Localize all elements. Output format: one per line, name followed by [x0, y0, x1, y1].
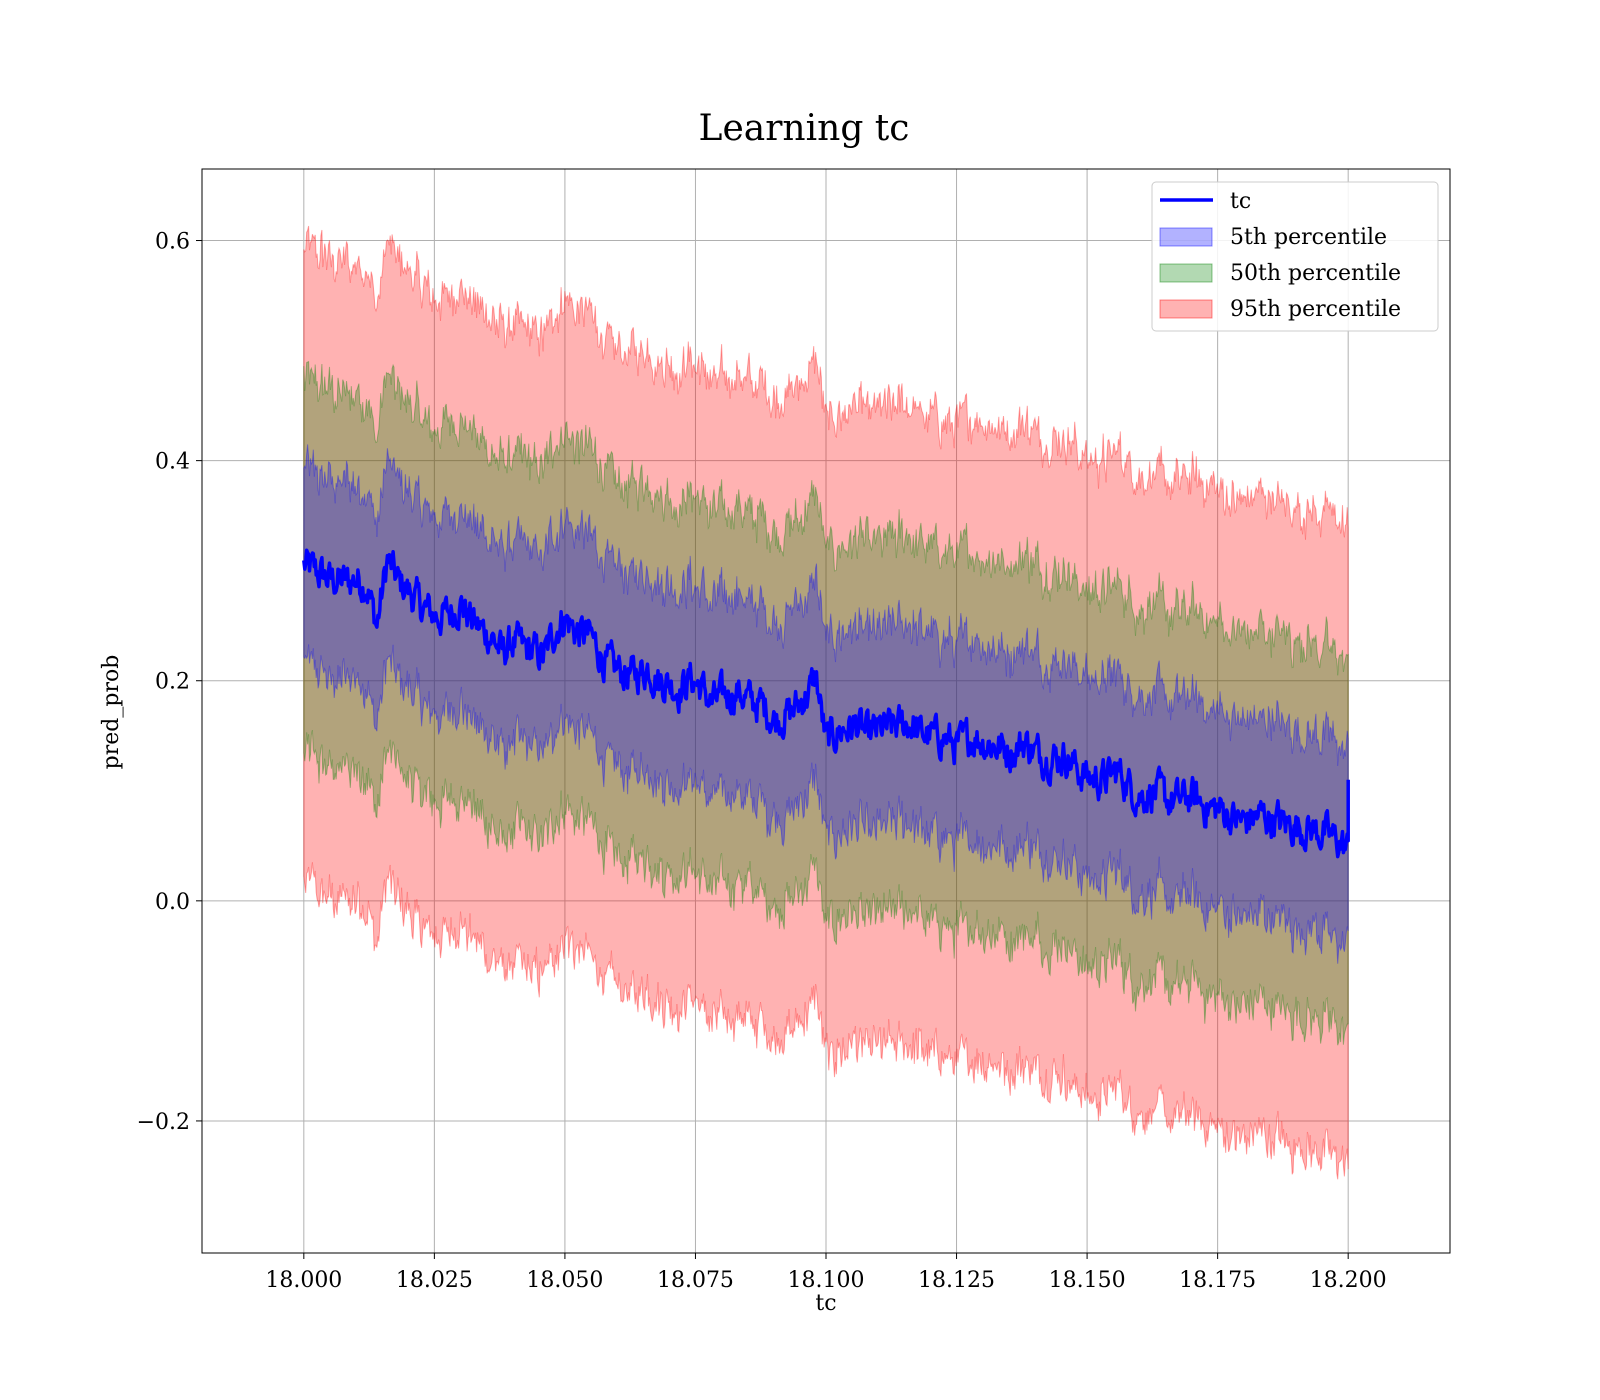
- legend-tc-label: tc: [1230, 189, 1251, 214]
- x-tick-label: 18.075: [657, 1268, 734, 1293]
- y-axis-label: pred_prob: [99, 655, 124, 770]
- y-ticks: −0.2 0.0 0.2 0.4 0.6: [137, 230, 202, 1135]
- x-tick-label: 18.150: [1049, 1268, 1126, 1293]
- band-95th-percentile: [303, 225, 1349, 1180]
- x-tick-label: 18.200: [1310, 1268, 1387, 1293]
- legend-50th-label: 50th percentile: [1230, 261, 1401, 286]
- y-tick-label: 0.0: [155, 890, 190, 915]
- tc-line: [302, 548, 1350, 859]
- legend-5th-label: 5th percentile: [1230, 225, 1387, 250]
- legend: tc 5th percentile 50th percentile 95th p…: [1151, 181, 1439, 332]
- chart-title: Learning tc: [699, 108, 910, 149]
- grid-lines: [202, 169, 1450, 1253]
- legend-5th-swatch: [1159, 227, 1213, 247]
- x-ticks: 18.000 18.025 18.050 18.075 18.100 18.125 18.1…: [265, 1253, 1387, 1293]
- legend-50th-swatch: [1159, 263, 1213, 283]
- x-tick-label: 18.100: [788, 1268, 865, 1293]
- band-50th-percentile: [303, 360, 1349, 1046]
- y-tick-label: 0.2: [155, 670, 190, 695]
- y-tick-label: 0.6: [155, 230, 190, 255]
- x-tick-label: 18.175: [1179, 1268, 1256, 1293]
- y-tick-label: −0.2: [137, 1110, 190, 1135]
- x-tick-label: 18.025: [396, 1268, 473, 1293]
- tc-line-layer: [302, 548, 1350, 859]
- x-tick-label: 18.050: [526, 1268, 603, 1293]
- band-5th-percentile: [303, 444, 1349, 964]
- x-axis-label: tc: [815, 1291, 836, 1316]
- x-tick-label: 18.125: [918, 1268, 995, 1293]
- x-tick-label: 18.000: [265, 1268, 342, 1293]
- percentile-bands: [303, 225, 1349, 1180]
- legend-95th-label: 95th percentile: [1230, 297, 1401, 322]
- legend-box: [1151, 181, 1439, 332]
- legend-95th-swatch: [1159, 299, 1213, 319]
- y-tick-label: 0.4: [155, 450, 190, 475]
